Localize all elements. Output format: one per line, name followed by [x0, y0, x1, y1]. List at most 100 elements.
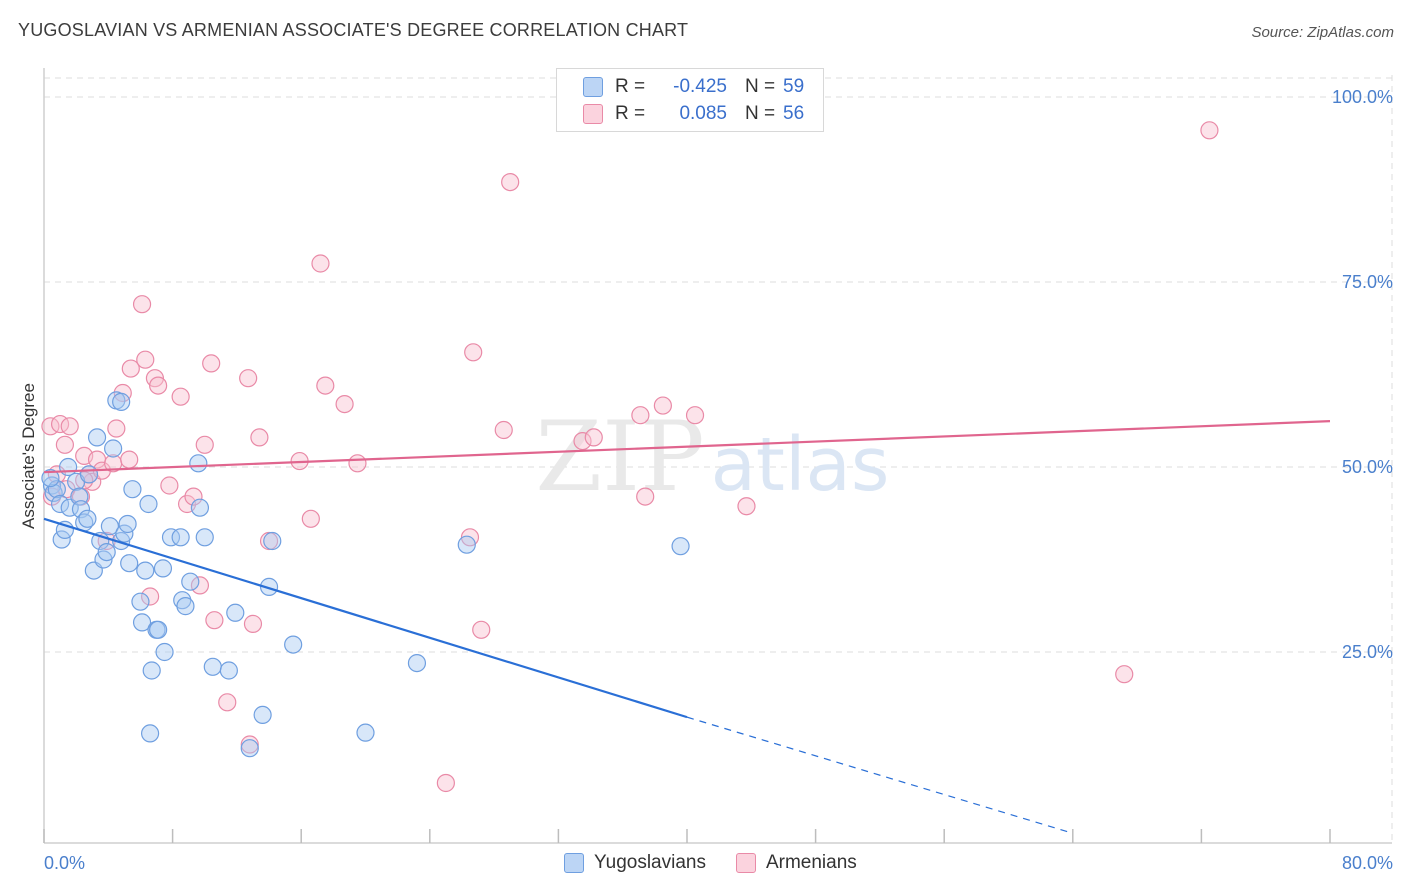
armenian-point: [685, 406, 705, 425]
yugoslavian-point: [132, 613, 152, 632]
yugoslavian-point: [407, 653, 427, 673]
yugoslavian-point: [219, 661, 238, 680]
legend-n-label: N =: [745, 76, 776, 97]
yugoslavian-point: [161, 528, 181, 547]
armenian-point: [195, 435, 214, 454]
yugoslavian-point: [195, 528, 214, 547]
x-tick-labels: 0.0% 80.0%: [44, 853, 1393, 873]
armenian-point: [149, 376, 168, 395]
yugoslavian-point: [139, 494, 158, 514]
armenian-point: [584, 428, 603, 447]
bottom-legend-armenians[interactable]: Armenians: [735, 852, 857, 874]
yugoslavian-point: [203, 657, 222, 676]
yugoslavian-point: [142, 661, 161, 680]
trend-lines: [43, 420, 1331, 834]
watermark: ZIP atlas: [535, 401, 889, 513]
armenian-point: [501, 173, 520, 192]
yugoslavian-point: [140, 724, 160, 743]
yugoslavian-point: [240, 739, 259, 758]
yugoslavian-point: [41, 469, 60, 488]
yugoslavian-point: [120, 554, 139, 573]
legend-r-value-yugoslavians: -0.425: [673, 76, 727, 97]
legend-r-value-armenians: 0.085: [679, 103, 727, 124]
legend-n-label: N =: [745, 103, 776, 124]
legend-n-value-armenians: 56: [783, 103, 805, 124]
yugoslavian-point: [104, 439, 123, 458]
y-tick-label: 25.0%: [1342, 642, 1393, 662]
yugoslavian-point: [457, 535, 476, 554]
armenian-point: [205, 611, 224, 630]
yugoslavian-point: [71, 500, 91, 519]
armenian-point: [316, 376, 335, 395]
armenian-point: [107, 419, 126, 438]
armenian-point: [60, 417, 79, 436]
yugoslavian-point: [263, 531, 282, 551]
watermark-atlas: atlas: [711, 422, 890, 508]
bottom-legend-label-armenians: Armenians: [765, 852, 857, 873]
yugoslavian-point: [100, 517, 120, 536]
yugoslavian-point: [123, 480, 142, 499]
armenian-point: [160, 476, 179, 495]
yugoslavian-point: [87, 428, 107, 447]
armenian-point: [121, 359, 140, 378]
yugoslavian-point: [226, 603, 245, 622]
armenian-point: [136, 350, 155, 369]
y-tick-labels: 25.0% 50.0% 75.0% 100.0%: [1332, 87, 1393, 662]
bottom-legend-yugoslavians[interactable]: Yugoslavians: [564, 852, 706, 874]
legend-box: R = -0.425 N = 59 R = 0.085 N = 56: [556, 68, 824, 132]
armenian-point: [132, 295, 152, 314]
armenian-point: [202, 354, 221, 373]
x-tick-label-max: 80.0%: [1342, 853, 1393, 873]
armenian-point: [631, 406, 650, 425]
grid-lines: [44, 75, 1393, 843]
trend-line-yugoslavians-extension: [686, 716, 1073, 834]
yugoslavian-point: [52, 530, 71, 549]
legend-swatch-armenians: [583, 104, 603, 124]
chart-title: YUGOSLAVIAN VS ARMENIAN ASSOCIATE'S DEGR…: [18, 20, 689, 40]
bottom-legend-swatch-armenians: [735, 853, 756, 873]
yugoslavian-point: [131, 592, 150, 611]
watermark-zip: ZIP: [535, 401, 704, 513]
armenian-point: [311, 254, 330, 273]
yugoslavian-point: [149, 620, 168, 639]
yugoslavian-point: [176, 597, 195, 616]
x-tick-label-min: 0.0%: [44, 853, 85, 873]
yugoslavian-point: [118, 514, 137, 534]
yugoslavian-point: [259, 577, 279, 596]
armenian-point: [737, 497, 756, 516]
armenian-point: [348, 454, 367, 473]
yugoslavian-point: [47, 480, 66, 499]
bottom-legend-swatch-yugoslavians: [564, 853, 584, 873]
yugoslavian-point: [190, 498, 210, 517]
axes: [43, 68, 1392, 844]
y-tick-label: 50.0%: [1342, 457, 1393, 477]
armenian-point: [335, 395, 354, 414]
armenian-point: [243, 614, 263, 633]
trend-line-armenians: [43, 420, 1331, 474]
armenian-point: [120, 450, 139, 469]
yugoslavian-point: [155, 642, 174, 662]
legend-row-armenians: R = 0.085 N = 56: [583, 101, 804, 127]
legend-n-value-yugoslavians: 59: [783, 76, 805, 97]
yugoslavian-point: [50, 494, 70, 514]
chart-source: Source: ZipAtlas.com: [1251, 24, 1394, 41]
armenian-point: [436, 773, 455, 793]
armenian-point: [301, 509, 320, 528]
legend-r-label: R =: [615, 76, 646, 97]
yugoslavian-point: [356, 723, 375, 742]
y-axis-label: Associate's Degree: [19, 383, 38, 529]
yugoslavian-point: [171, 528, 190, 547]
armenian-point: [1115, 665, 1134, 684]
legend-r-label: R =: [615, 103, 646, 124]
yugoslavian-point: [136, 561, 155, 580]
armenian-point: [464, 343, 483, 362]
armenian-point: [636, 487, 655, 506]
bottom-legend: Yugoslavians Armenians: [564, 852, 887, 874]
yugoslavian-point: [79, 465, 99, 484]
armenian-point: [494, 420, 513, 440]
yugoslavian-point: [284, 635, 303, 654]
armenian-point: [653, 396, 672, 415]
yugoslavian-point: [253, 705, 272, 725]
yugoslavian-point: [78, 509, 97, 528]
